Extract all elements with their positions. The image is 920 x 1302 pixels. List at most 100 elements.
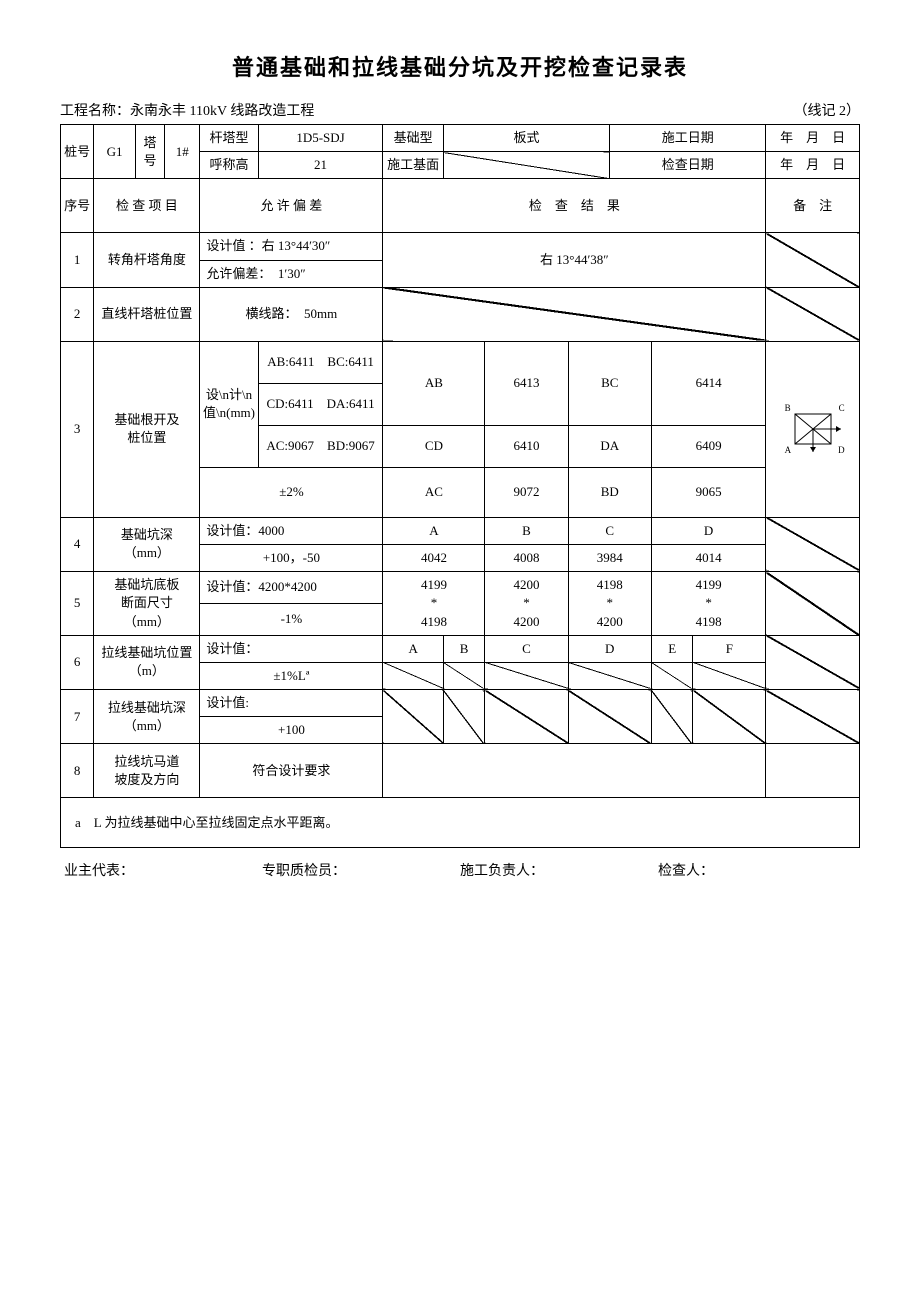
sig-lead: 施工负责人： (460, 860, 658, 880)
r7-remark (766, 690, 860, 744)
r2-tol: 横线路： 50mm (200, 287, 383, 341)
r3-d3: AC:9067 BD:9067 (258, 425, 383, 467)
r6-design: 设计值： (200, 635, 383, 662)
r4-hC: C (568, 517, 651, 544)
r4-n: 4 (61, 517, 94, 571)
r3-da-v: 6409 (651, 425, 765, 467)
r3-cd-l: CD (383, 425, 485, 467)
r7-vF (693, 690, 766, 744)
col-tolerance: 允 许 偏 差 (200, 179, 383, 233)
r6-hD: D (568, 635, 651, 662)
r8-remark (766, 744, 860, 798)
work-base (443, 152, 609, 179)
r5-remark (766, 572, 860, 636)
r3-bd-l: BD (568, 467, 651, 517)
r7-vE (651, 690, 693, 744)
tower-no: 1# (165, 125, 200, 179)
r3-bc-v: 6414 (651, 341, 765, 425)
col-result: 检 查 结 果 (383, 179, 766, 233)
r1-remark (766, 233, 860, 287)
r8-item: 拉线坑马道 坡度及方向 (94, 744, 200, 798)
r6-vD (568, 662, 651, 689)
tower-type: 1D5-SDJ (258, 125, 383, 152)
r6-hB: B (443, 635, 485, 662)
r4-vC: 3984 (568, 544, 651, 571)
record-no: （线记 2） (794, 100, 861, 120)
signature-row: 业主代表： 专职质检员： 施工负责人： 检查人： (60, 860, 860, 880)
r4-hA: A (383, 517, 485, 544)
r5-vB: 4200 * 4200 (485, 572, 568, 636)
r3-ac-l: AC (383, 467, 485, 517)
r6-remark (766, 635, 860, 689)
r4-remark (766, 517, 860, 571)
r8-tol: 符合设计要求 (200, 744, 383, 798)
r7-vD (568, 690, 651, 744)
r3-d1: AB:6411 BC:6411 (258, 341, 383, 383)
base-type-label: 基础型 (383, 125, 443, 152)
r3-ac-v: 9072 (485, 467, 568, 517)
r7-vC (485, 690, 568, 744)
r6-tol: ±1%Lª (200, 662, 383, 689)
nominal-h: 21 (258, 152, 383, 179)
r3-cd-v: 6410 (485, 425, 568, 467)
r1-n: 1 (61, 233, 94, 287)
sig-qc: 专职质检员： (262, 860, 460, 880)
r6-hE: E (651, 635, 693, 662)
r1-tol: 允许偏差： 1′30″ (200, 260, 383, 287)
tower-no-label: 塔号 (135, 125, 164, 179)
sig-owner: 业主代表： (64, 860, 262, 880)
footnote: a L 为拉线基础中心至拉线固定点水平距离。 (61, 798, 860, 848)
r4-design: 设计值：4000 (200, 517, 383, 544)
check-date: 年 月 日 (766, 152, 860, 179)
r4-item: 基础坑深 （mm） (94, 517, 200, 571)
r6-vE (651, 662, 693, 689)
r6-item: 拉线基础坑位置 （m） (94, 635, 200, 689)
r6-vC (485, 662, 568, 689)
r3-tol: ±2% (200, 467, 383, 517)
r2-remark (766, 287, 860, 341)
header-line: 工程名称：永南永丰 110kV 线路改造工程 （线记 2） (60, 100, 860, 120)
r7-item: 拉线基础坑深 （mm） (94, 690, 200, 744)
r6-hC: C (485, 635, 568, 662)
r7-vA (383, 690, 443, 744)
nominal-h-label: 呼称高 (200, 152, 258, 179)
work-base-label: 施工基面 (383, 152, 443, 179)
r6-hA: A (383, 635, 443, 662)
check-date-label: 检查日期 (610, 152, 766, 179)
r3-diagram: B C A D (766, 341, 860, 517)
r5-vA: 4199 * 4198 (383, 572, 485, 636)
col-remark: 备 注 (766, 179, 860, 233)
project-name: 工程名称：永南永丰 110kV 线路改造工程 (60, 100, 314, 120)
r2-n: 2 (61, 287, 94, 341)
r5-vC: 4198 * 4200 (568, 572, 651, 636)
r6-vB (443, 662, 485, 689)
r4-vA: 4042 (383, 544, 485, 571)
work-date-label: 施工日期 (610, 125, 766, 152)
r4-vD: 4014 (651, 544, 765, 571)
r7-vB (443, 690, 485, 744)
sig-inspector: 检查人： (658, 860, 856, 880)
page-title: 普通基础和拉线基础分坑及开挖检查记录表 (60, 50, 860, 82)
r4-hB: B (485, 517, 568, 544)
r1-item: 转角杆塔角度 (94, 233, 200, 287)
r3-item: 基础根开及 桩位置 (94, 341, 200, 517)
r6-vA (383, 662, 443, 689)
r3-ab-l: AB (383, 341, 485, 425)
r3-n: 3 (61, 341, 94, 517)
r4-hD: D (651, 517, 765, 544)
r8-result (383, 744, 766, 798)
r6-hF: F (693, 635, 766, 662)
inspection-table: 桩号 G1 塔号 1# 杆塔型 1D5-SDJ 基础型 板式 施工日期 年 月 … (60, 124, 860, 848)
base-type: 板式 (443, 125, 609, 152)
r7-n: 7 (61, 690, 94, 744)
r4-tol: +100，-50 (200, 544, 383, 571)
r6-vF (693, 662, 766, 689)
pile-no: G1 (94, 125, 136, 179)
r3-ab-v: 6413 (485, 341, 568, 425)
r5-vD: 4199 * 4198 (651, 572, 765, 636)
r3-da-l: DA (568, 425, 651, 467)
r8-n: 8 (61, 744, 94, 798)
col-seq: 序号 (61, 179, 94, 233)
r7-design: 设计值: (200, 690, 383, 717)
col-item: 检 查 项 目 (94, 179, 200, 233)
